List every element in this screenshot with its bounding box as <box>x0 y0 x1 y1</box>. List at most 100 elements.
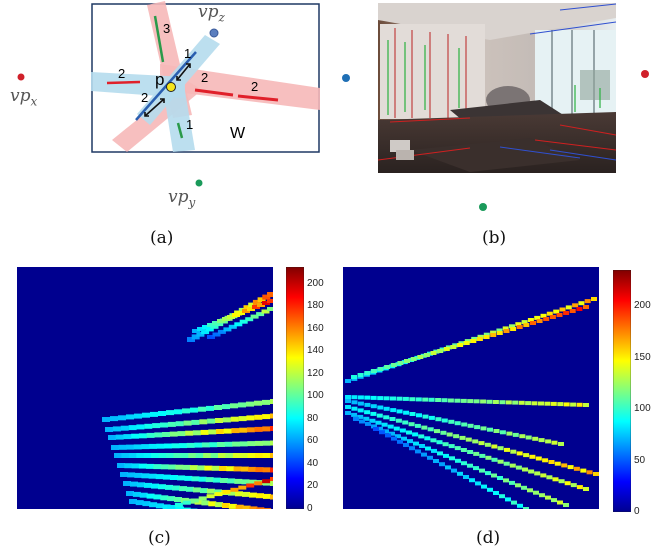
heatmap-cell <box>427 351 433 356</box>
heatmap-cell <box>164 443 172 449</box>
heatmap-cell <box>480 426 487 431</box>
heatmap-cell <box>227 478 236 484</box>
heatmap-cell <box>383 406 390 411</box>
heatmap-cell <box>522 467 528 472</box>
heatmap-cell <box>472 439 479 444</box>
heatmap-cell <box>519 434 526 439</box>
heatmap-cell <box>538 438 545 443</box>
heatmap-cell <box>370 411 377 416</box>
heatmap-cell <box>351 375 357 379</box>
heatmap-cell <box>146 463 155 469</box>
heatmap-cell <box>262 453 271 458</box>
heatmap-cell <box>583 403 589 407</box>
heatmap-cell <box>455 458 461 463</box>
heatmap-cell <box>570 402 577 407</box>
heatmap-cell <box>515 483 521 488</box>
heatmap-cell <box>383 429 389 434</box>
heatmap-cell <box>435 398 442 402</box>
heatmap-cell <box>202 325 210 329</box>
heatmap-cell <box>439 462 445 467</box>
arrow-lower <box>144 98 165 117</box>
heatmap-cell <box>222 417 231 423</box>
heatmap-cell <box>496 328 503 333</box>
heatmap-cell <box>440 430 447 435</box>
heatmap-cell <box>246 483 255 488</box>
colorbar-tick-label: 80 <box>307 412 319 424</box>
heatmap-cell <box>246 401 254 407</box>
heatmap-cell <box>423 353 430 357</box>
heatmap-cell <box>233 466 242 472</box>
heatmap-cell <box>359 419 365 424</box>
heatmap-cell <box>521 485 527 490</box>
heatmap-cell <box>239 441 248 447</box>
heatmap-cell <box>363 416 370 421</box>
heatmap-cell <box>351 395 358 400</box>
heatmap-cell <box>486 399 493 404</box>
heatmap-cell <box>586 470 593 475</box>
heatmap-cell <box>553 309 560 314</box>
heatmap-cell <box>390 363 397 367</box>
heatmap-cell <box>262 414 271 420</box>
heatmap-cell <box>461 422 468 427</box>
red-segment-mid <box>194 88 234 97</box>
heatmap-cell <box>222 404 230 410</box>
heatmap-cell <box>433 459 439 463</box>
heatmap-cell <box>564 481 571 486</box>
heatmap-cell <box>470 339 477 343</box>
heatmap-cell <box>256 493 264 499</box>
heatmap-cell <box>118 444 127 450</box>
colorbar-c <box>286 267 304 509</box>
heatmap-cell <box>453 434 460 439</box>
heatmap-cell <box>222 503 230 508</box>
heatmap-cell <box>473 451 480 456</box>
heatmap-cell <box>497 476 503 480</box>
heatmap-cell <box>503 329 510 333</box>
heatmap-cell <box>180 453 189 458</box>
heatmap-cell <box>381 422 388 427</box>
heatmap-cell <box>414 423 421 428</box>
heatmap-cell <box>199 419 208 425</box>
heatmap-cell <box>149 502 158 508</box>
heatmap-cell <box>499 400 506 405</box>
heatmap-cell <box>551 440 558 445</box>
heatmap-cell <box>238 485 247 490</box>
segment-number: 3 <box>163 21 171 36</box>
heatmap-cell <box>460 398 467 403</box>
heatmap-cell <box>421 425 428 430</box>
heatmap-cell <box>473 466 479 471</box>
heatmap-cell <box>457 471 463 476</box>
heatmap-cell <box>197 465 206 471</box>
heatmap-cell <box>200 488 208 494</box>
heatmap-cell <box>345 379 351 383</box>
heatmap-cell <box>203 453 212 458</box>
heatmap-cell <box>357 395 364 400</box>
heatmap-cell <box>254 400 262 406</box>
heatmap-cell <box>215 418 223 423</box>
heatmap-cell <box>222 317 230 321</box>
heatmap-cell <box>390 396 396 401</box>
heatmap-cell <box>217 329 226 334</box>
heatmap-cell <box>188 453 197 458</box>
heatmap-cell <box>370 395 377 400</box>
heatmap-cell <box>158 484 166 490</box>
heatmap-cell <box>373 427 379 431</box>
heatmap-cell <box>428 415 435 420</box>
heatmap-cell <box>207 323 215 327</box>
heatmap-cell <box>176 506 184 509</box>
heatmap-cell <box>227 315 235 319</box>
heatmap-cell <box>174 409 182 415</box>
heatmap-cell <box>491 457 498 462</box>
heatmap-cell <box>409 446 415 451</box>
heatmap-cell <box>110 416 118 422</box>
heatmap-cell <box>262 294 271 300</box>
heatmap-cell <box>437 349 444 353</box>
heatmap-cell <box>389 417 396 421</box>
heatmap-cell <box>160 422 168 428</box>
heatmap-cell <box>550 401 557 406</box>
heatmap-cell <box>357 373 364 377</box>
heatmap-cell <box>490 333 497 337</box>
heatmap-cell <box>395 434 401 439</box>
heatmap-cell <box>467 399 474 404</box>
heatmap-cell <box>483 335 490 339</box>
heatmap-cell <box>102 417 110 422</box>
